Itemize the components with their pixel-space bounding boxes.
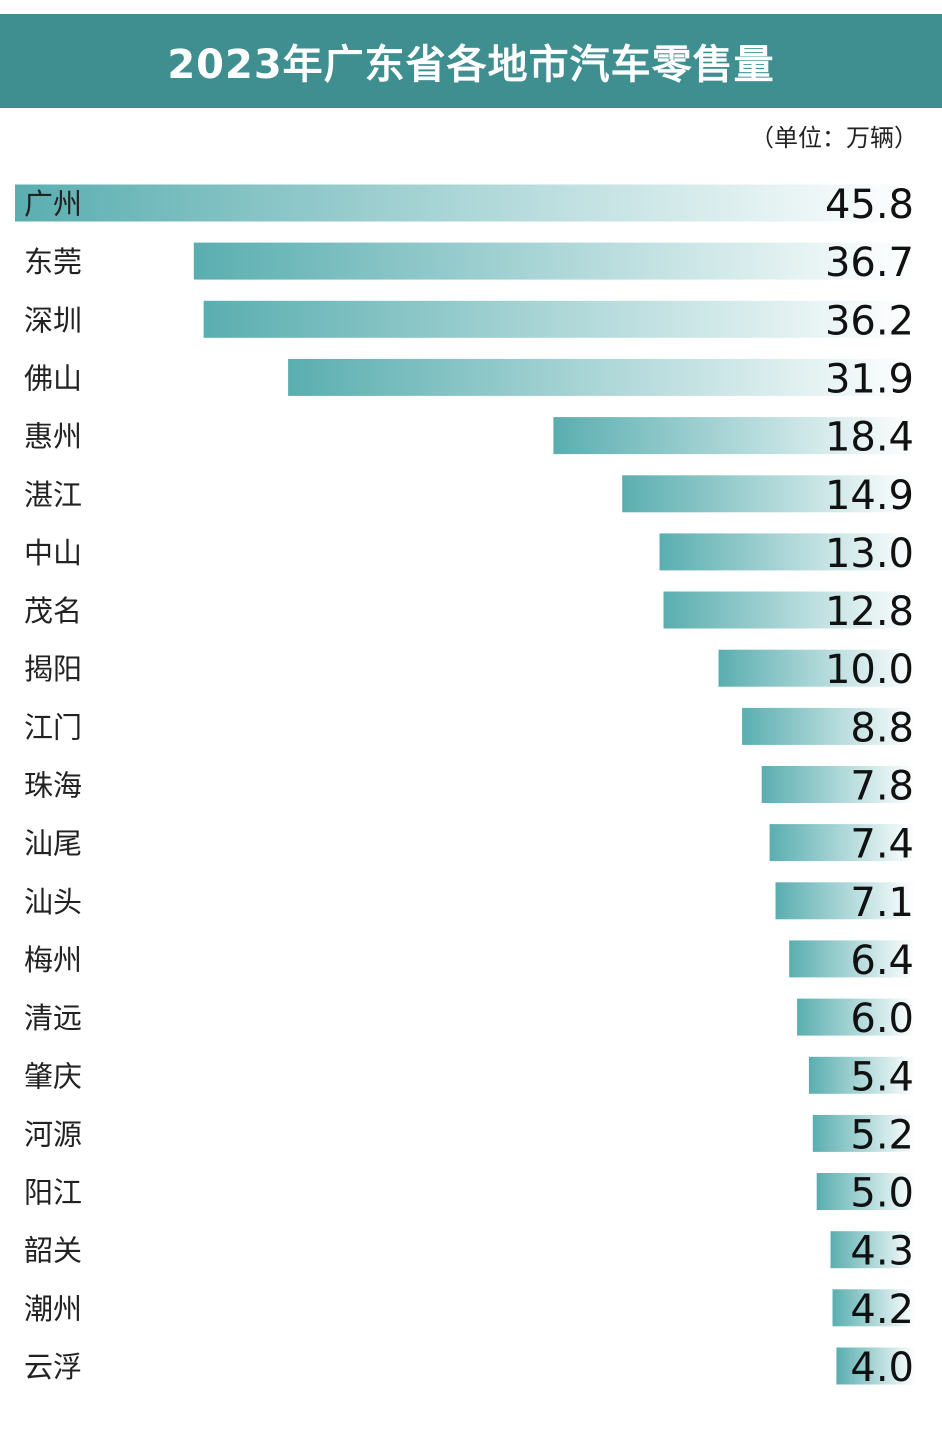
value-label: 5.2: [850, 1112, 914, 1158]
category-label: 揭阳: [24, 652, 82, 686]
category-label: 河源: [24, 1117, 82, 1151]
category-label: 梅州: [24, 943, 82, 977]
bar: [832, 1289, 915, 1327]
value-label: 5.0: [850, 1171, 914, 1217]
value-label: 10.0: [825, 647, 914, 693]
category-label: 江门: [24, 710, 82, 744]
value-label: 7.4: [850, 822, 914, 868]
chart-title: 2023年广东省各地市汽车零售量: [167, 42, 775, 88]
bars-layer: 广州 45.8 东莞 36.7 深圳 36.2 佛山 31.9 惠州 18.4 湛江 14.9 中山 13…: [15, 182, 916, 1391]
bar: [789, 940, 915, 978]
value-label: 6.4: [850, 938, 914, 984]
category-label: 韶关: [24, 1234, 82, 1268]
value-label: 4.2: [850, 1287, 914, 1333]
value-label: 45.8: [825, 182, 914, 228]
bar: [816, 1173, 915, 1210]
category-label: 深圳: [24, 303, 82, 337]
category-label: 汕尾: [24, 827, 82, 861]
value-label: 7.8: [850, 764, 914, 810]
category-label: 珠海: [24, 769, 82, 803]
bar: [775, 882, 915, 920]
bar: [836, 1347, 915, 1385]
value-label: 7.1: [850, 880, 914, 926]
value-label: 6.0: [850, 996, 914, 1042]
category-label: 惠州: [24, 420, 82, 454]
category-label: 阳江: [24, 1176, 82, 1210]
bar: [761, 766, 915, 803]
bar: [808, 1056, 915, 1094]
bar: [663, 591, 915, 629]
bar: [812, 1114, 915, 1152]
category-label: 汕头: [24, 885, 82, 919]
bar: [718, 649, 915, 687]
category-label: 云浮: [24, 1350, 82, 1384]
value-label: 13.0: [825, 531, 914, 577]
value-label: 36.2: [825, 298, 914, 344]
value-label: 4.0: [850, 1345, 914, 1391]
unit-label: （单位：万辆）: [750, 124, 918, 152]
value-label: 4.3: [850, 1229, 914, 1275]
value-label: 5.4: [850, 1054, 914, 1100]
bar: [742, 707, 915, 745]
bar: [797, 998, 915, 1036]
bar: [769, 824, 915, 862]
category-label: 潮州: [24, 1292, 82, 1326]
value-label: 8.8: [850, 705, 914, 751]
bar: [622, 475, 915, 513]
bar: [193, 242, 916, 280]
bar: [659, 533, 915, 571]
category-label: 广州: [24, 187, 82, 221]
category-label: 清远: [24, 1001, 82, 1035]
category-label: 肇庆: [24, 1059, 82, 1093]
bar: [830, 1231, 915, 1269]
bar: [288, 358, 916, 396]
category-label: 佛山: [24, 361, 82, 395]
value-label: 18.4: [825, 415, 914, 461]
bar: [15, 184, 915, 222]
category-label: 湛江: [24, 478, 82, 512]
category-label: 东莞: [24, 245, 82, 279]
category-label: 茂名: [24, 594, 82, 628]
value-label: 12.8: [825, 589, 914, 635]
bar: [553, 417, 915, 455]
bar: [203, 300, 916, 338]
category-label: 中山: [24, 536, 82, 570]
value-label: 14.9: [825, 473, 914, 519]
title-bar: 2023年广东省各地市汽车零售量: [0, 14, 942, 108]
value-label: 36.7: [825, 240, 914, 286]
value-label: 31.9: [825, 356, 914, 402]
